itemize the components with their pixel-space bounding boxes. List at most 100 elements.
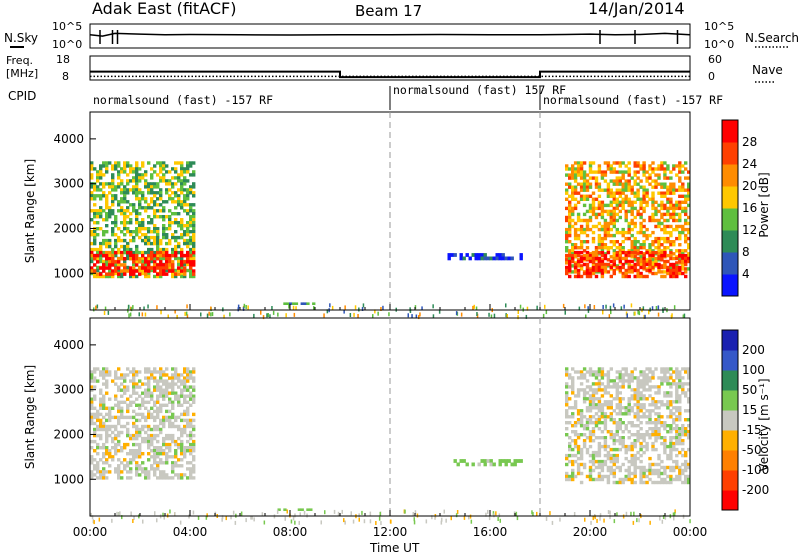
data-cell bbox=[597, 403, 602, 407]
data-cell bbox=[568, 209, 572, 214]
data-cell bbox=[651, 447, 655, 452]
data-cell bbox=[591, 209, 596, 214]
data-cell bbox=[675, 447, 679, 452]
data-cell bbox=[129, 394, 133, 398]
data-cell bbox=[117, 439, 121, 444]
data-cell bbox=[126, 433, 130, 438]
data-cell bbox=[171, 253, 175, 258]
data-cell bbox=[663, 379, 667, 383]
data-cell bbox=[624, 250, 628, 255]
data-cell bbox=[186, 244, 190, 249]
data-cell bbox=[192, 455, 196, 459]
data-cell bbox=[147, 394, 151, 398]
data-cell bbox=[419, 312, 421, 317]
data-cell bbox=[669, 367, 673, 371]
data-cell bbox=[331, 305, 334, 310]
data-cell bbox=[180, 379, 184, 383]
data-cell bbox=[96, 418, 100, 423]
data-cell bbox=[183, 367, 187, 371]
data-cell bbox=[568, 182, 572, 186]
data-cell bbox=[681, 391, 685, 395]
data-cell bbox=[681, 188, 685, 192]
data-cell bbox=[114, 446, 118, 450]
data-cell bbox=[192, 215, 196, 219]
data-cell bbox=[666, 224, 670, 229]
data-cell bbox=[661, 519, 664, 524]
data-cell bbox=[488, 312, 490, 317]
data-cell bbox=[630, 409, 634, 413]
data-cell bbox=[153, 376, 157, 380]
data-cell bbox=[168, 179, 172, 183]
data-cell bbox=[162, 269, 166, 273]
data-cell bbox=[192, 253, 196, 258]
data-cell bbox=[582, 444, 587, 449]
data-cell bbox=[90, 218, 94, 222]
data-cell bbox=[123, 250, 127, 255]
data-cell bbox=[663, 230, 667, 235]
data-cell bbox=[642, 209, 646, 214]
data-cell bbox=[618, 253, 622, 258]
data-cell bbox=[186, 262, 190, 267]
data-cell bbox=[624, 259, 628, 264]
data-cell bbox=[675, 173, 679, 177]
data-cell bbox=[588, 421, 593, 425]
data-cell bbox=[99, 272, 103, 276]
data-cell bbox=[165, 170, 169, 174]
data-cell bbox=[138, 403, 142, 407]
data-cell bbox=[600, 236, 605, 241]
data-cell bbox=[126, 406, 130, 410]
data-cell bbox=[168, 209, 172, 213]
data-cell bbox=[118, 512, 120, 516]
data-cell bbox=[627, 409, 631, 413]
data-cell bbox=[618, 418, 622, 422]
data-cell bbox=[687, 433, 691, 437]
data-cell bbox=[618, 176, 622, 180]
data-cell bbox=[96, 209, 100, 213]
data-cell bbox=[678, 179, 682, 183]
data-cell bbox=[159, 253, 163, 258]
data-cell bbox=[603, 453, 608, 458]
data-cell bbox=[651, 480, 655, 485]
data-cell bbox=[594, 403, 599, 407]
data-cell bbox=[129, 436, 133, 441]
data-cell bbox=[156, 209, 160, 213]
data-cell bbox=[630, 471, 634, 476]
data-cell bbox=[630, 212, 634, 217]
data-cell bbox=[126, 244, 130, 249]
data-cell bbox=[135, 442, 139, 447]
data-cell bbox=[630, 209, 634, 214]
data-cell bbox=[684, 367, 688, 371]
data-cell bbox=[180, 170, 184, 174]
data-cell bbox=[138, 167, 142, 171]
data-cell bbox=[678, 471, 682, 476]
data-cell bbox=[651, 433, 655, 437]
data-cell bbox=[159, 272, 163, 276]
data-cell bbox=[159, 421, 163, 426]
data-cell bbox=[189, 421, 193, 426]
data-cell bbox=[141, 238, 145, 243]
data-cell bbox=[618, 265, 622, 270]
data-cell bbox=[615, 206, 619, 211]
colorbar-swatch bbox=[722, 274, 738, 297]
data-cell bbox=[192, 467, 196, 471]
data-cell bbox=[174, 191, 178, 195]
data-cell bbox=[627, 468, 631, 473]
data-cell bbox=[171, 274, 175, 279]
data-cell bbox=[681, 376, 685, 380]
data-cell bbox=[573, 400, 578, 404]
data-cell bbox=[165, 442, 169, 447]
data-cell bbox=[672, 212, 676, 217]
data-cell bbox=[102, 194, 106, 198]
data-cell bbox=[186, 197, 190, 201]
data-cell bbox=[672, 243, 676, 247]
data-cell bbox=[180, 164, 184, 168]
data-cell bbox=[123, 272, 127, 276]
data-cell bbox=[276, 509, 279, 514]
data-cell bbox=[141, 173, 145, 177]
data-cell bbox=[571, 209, 575, 214]
data-cell bbox=[99, 209, 103, 213]
data-cell bbox=[153, 164, 157, 168]
data-cell bbox=[189, 185, 193, 189]
data-cell bbox=[618, 379, 622, 383]
